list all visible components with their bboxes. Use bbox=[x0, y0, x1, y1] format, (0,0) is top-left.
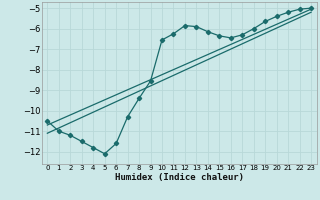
X-axis label: Humidex (Indice chaleur): Humidex (Indice chaleur) bbox=[115, 173, 244, 182]
